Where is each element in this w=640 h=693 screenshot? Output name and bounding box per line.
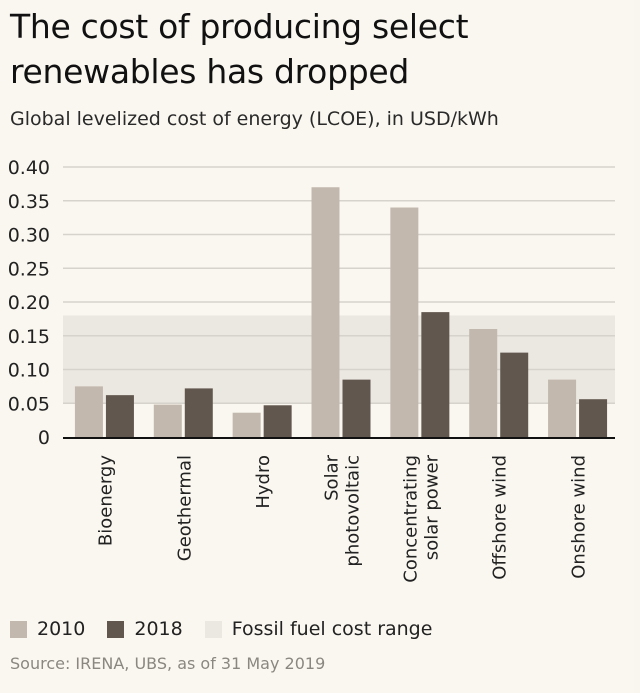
legend-swatch-2010 bbox=[10, 620, 27, 638]
y-tick-label: 0.25 bbox=[8, 258, 50, 280]
bar-2010-solar-photovoltaic bbox=[311, 187, 340, 437]
legend: 2010 2018 Fossil fuel cost range bbox=[10, 616, 454, 642]
bar-2018-solar-photovoltaic bbox=[342, 379, 371, 437]
chart-subtitle: Global levelized cost of energy (LCOE), … bbox=[10, 108, 499, 130]
category-label: Bioenergy bbox=[95, 455, 116, 546]
legend-label-2010: 2010 bbox=[37, 618, 86, 640]
bar-2010-onshore-wind bbox=[548, 379, 577, 437]
category-label: Hydro bbox=[253, 455, 274, 509]
legend-label-fossil-range: Fossil fuel cost range bbox=[231, 618, 433, 640]
category-label: Offshore wind bbox=[490, 455, 511, 580]
bar-2018-onshore-wind bbox=[579, 399, 608, 437]
legend-label-2018: 2018 bbox=[134, 618, 183, 640]
bar-2018-geothermal bbox=[184, 388, 213, 437]
bar-2018-concentrating-solar-power bbox=[421, 312, 450, 437]
y-tick-label: 0 bbox=[38, 427, 50, 449]
bar-2010-geothermal bbox=[153, 404, 182, 437]
y-tick-label: 0.35 bbox=[8, 191, 50, 213]
category-label: Concentrating bbox=[400, 455, 421, 583]
bar-2018-bioenergy bbox=[105, 395, 134, 437]
legend-item-fossil-range: Fossil fuel cost range bbox=[204, 618, 433, 640]
bar-2018-offshore-wind bbox=[500, 352, 529, 437]
y-tick-label: 0.10 bbox=[8, 360, 50, 382]
bar-2010-offshore-wind bbox=[469, 329, 498, 437]
source-note: Source: IRENA, UBS, as of 31 May 2019 bbox=[10, 654, 326, 673]
y-tick-label: 0.05 bbox=[8, 393, 50, 415]
category-label: photovoltaic bbox=[343, 455, 364, 567]
category-label: Onshore wind bbox=[569, 455, 590, 579]
category-label: solar power bbox=[421, 454, 442, 560]
bar-2010-hydro bbox=[232, 412, 261, 437]
category-label: Geothermal bbox=[174, 455, 195, 561]
chart-title: The cost of producing select renewables … bbox=[10, 7, 469, 91]
category-label: Solar bbox=[322, 454, 343, 500]
y-tick-label: 0.15 bbox=[8, 326, 50, 348]
legend-swatch-2018 bbox=[107, 620, 125, 638]
y-tick-label: 0.30 bbox=[8, 225, 50, 247]
bar-2010-concentrating-solar-power bbox=[390, 207, 419, 437]
y-tick-label: 0.40 bbox=[8, 157, 50, 179]
bar-2010-bioenergy bbox=[74, 386, 103, 437]
legend-item-2010: 2010 bbox=[10, 618, 85, 640]
bar-2018-hydro bbox=[263, 405, 292, 437]
y-tick-label: 0.20 bbox=[8, 292, 50, 314]
legend-item-2018: 2018 bbox=[107, 618, 183, 640]
bar-chart: 0 0.05 0.10 0.15 0.20 0.25 0.30 0.35 0.40 Bioene… bbox=[8, 157, 615, 583]
legend-swatch-fossil-range bbox=[204, 620, 222, 638]
